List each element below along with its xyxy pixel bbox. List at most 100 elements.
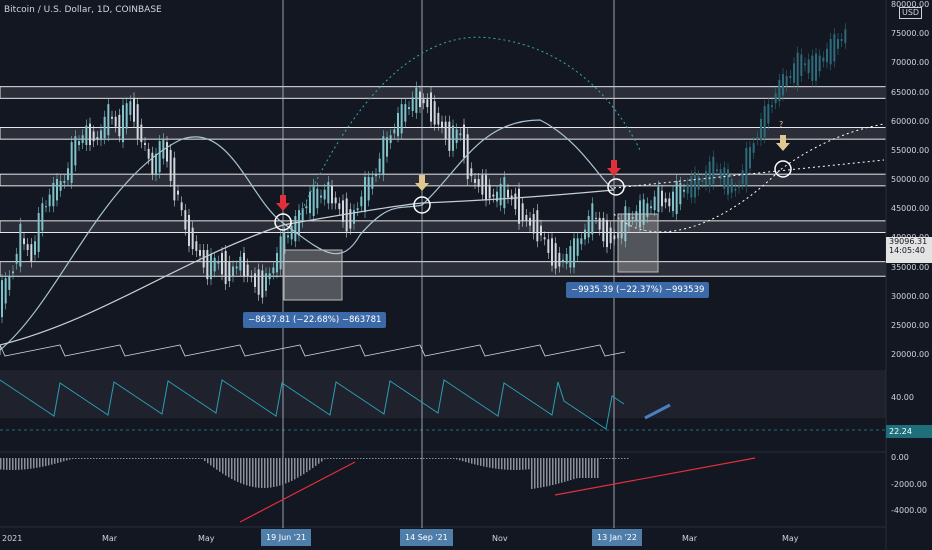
macd-bar [612,458,614,459]
ma-fast [0,119,615,351]
candle-body [459,133,462,136]
macd-bar [477,458,479,466]
candle-body [789,75,792,78]
macd-bar [81,458,83,459]
macd-bar [288,458,290,483]
candle-body [199,250,201,256]
macd-bar [465,458,467,463]
macd-bar [39,458,41,468]
candle-body [587,215,590,238]
candle-body [133,98,135,122]
candle-body [415,87,418,113]
macd-bar [333,458,335,459]
macd-bar [594,458,596,478]
rsi-tick: 40.00 [891,393,914,402]
macd-bar [120,458,122,459]
macd-bar [204,458,206,461]
candle-body [562,259,564,262]
candle-body [166,142,168,162]
macd-bar [471,458,473,464]
arc-projection [299,36,641,216]
rsi-band [0,370,886,418]
macd-bar [342,458,344,459]
macd-bar [231,458,233,479]
macd-bar [354,458,356,459]
candle-body [37,213,40,252]
macd-bar [408,458,410,459]
candle-body [309,191,311,214]
candle-body [657,186,660,213]
candle-body [580,238,583,245]
zone-band [0,86,887,99]
macd-bar [321,458,323,462]
price-tick: 55000.00 [891,145,930,155]
candle-body [100,130,102,141]
macd-bar [207,458,209,464]
candle-body [389,135,392,144]
macd-bar [252,458,254,487]
candle-body [426,99,429,108]
ma-slow [0,189,615,346]
candle-body [628,213,630,227]
macd-bar [210,458,212,466]
candle-body [683,189,685,192]
candle-body [400,104,403,134]
candle-body [279,236,282,270]
macd-bar [270,458,272,488]
candle-body [620,220,623,239]
candle-body [844,29,847,43]
candle-body [118,114,121,137]
macd-bar [240,458,242,484]
macd-bar [456,458,458,460]
candle-body [67,168,69,180]
candle-body [650,206,652,209]
candle-body [481,175,484,195]
macd-bar [369,458,371,459]
macd-bar [294,458,296,480]
macd-bar [234,458,236,481]
macd-bar [552,458,554,486]
macd-bar [15,458,17,470]
macd-bar [351,458,353,459]
macd-bar [462,458,464,462]
macd-bar [609,458,611,459]
measurement-1[interactable]: −8637.81 (−22.68%) −863781 [243,312,387,328]
macd-bar [201,458,203,459]
macd-bar [306,458,308,473]
candle-body [254,273,256,287]
macd-bar [258,458,260,488]
candle-body [701,180,704,182]
candle-body [602,217,605,242]
candle-body [287,235,289,238]
macd-bar [216,458,218,470]
macd-bar [585,458,587,478]
candle-body [114,116,117,127]
candle-body [738,185,740,188]
candle-body [679,182,682,205]
candle-body [151,152,154,175]
candle-body [595,217,597,219]
macd-bar [171,458,173,459]
candle-body [785,75,788,86]
candle-body [235,266,238,269]
candle-body [635,211,638,221]
macd-bar [357,458,359,459]
currency-label[interactable]: USD [899,7,923,19]
macd-bar [291,458,293,481]
candle-body [569,246,572,268]
macd-bar [114,458,116,459]
candle-body [404,104,407,122]
macd-bar [621,458,623,459]
zone-band [0,220,887,233]
macd-bar [282,458,284,485]
time-tick: 2021 [2,534,23,543]
macd-bar [519,458,521,470]
measurement-2[interactable]: −9935.39 (−22.37%) −993539 [566,282,710,298]
candle-body [529,217,531,226]
candle-body [774,93,777,104]
macd-bar [390,458,392,459]
candle-body [353,210,355,224]
candle-body [514,193,517,210]
candle-body [41,203,44,231]
